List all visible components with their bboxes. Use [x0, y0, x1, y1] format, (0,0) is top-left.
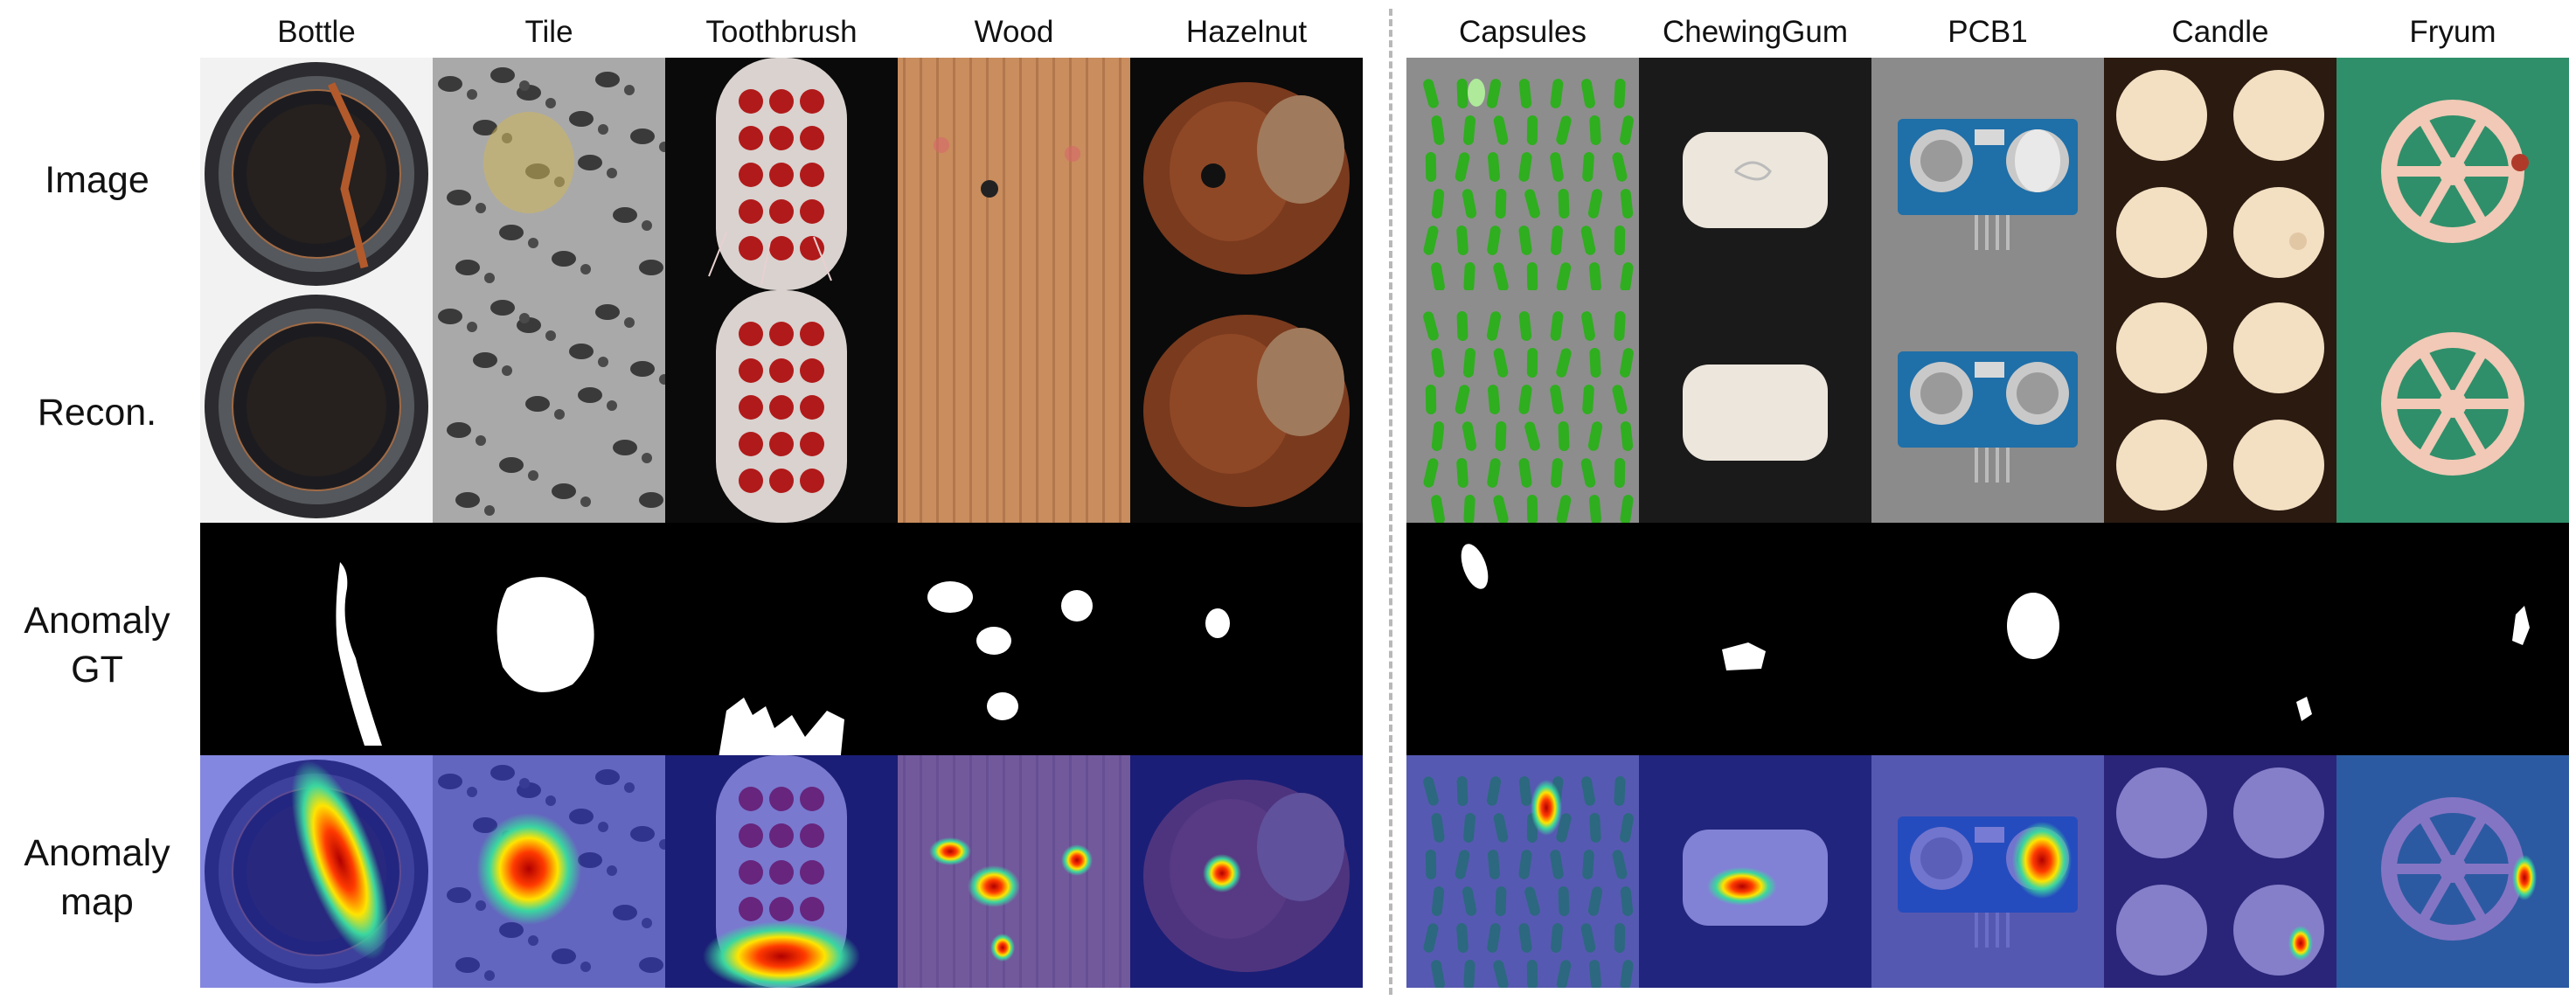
row-label-anomaly-map: Anomaly map	[0, 829, 194, 927]
anomaly-map-pcb1	[1871, 755, 2104, 988]
reconstruction-candle	[2104, 290, 2336, 523]
column-title-capsules: Capsules	[1459, 15, 1587, 49]
anomaly-map-candle	[2104, 755, 2336, 988]
image-candle	[2104, 58, 2336, 290]
column-title-hazelnut: Hazelnut	[1185, 15, 1308, 49]
row-label-line: Anomaly	[24, 832, 170, 874]
reconstruction-wood	[898, 290, 1130, 523]
image-chewinggum	[1639, 58, 1871, 290]
image-toothbrush	[665, 58, 898, 290]
image-pcb1	[1871, 58, 2104, 290]
column-title-bottle: Bottle	[277, 15, 356, 49]
row-label-line: Image	[45, 159, 149, 201]
column-title-chewinggum: ChewingGum	[1662, 15, 1849, 49]
reconstruction-capsules	[1406, 290, 1639, 523]
anomaly-map-hazelnut	[1130, 755, 1363, 988]
reconstruction-tile	[433, 290, 665, 523]
row-label-line: Anomaly	[24, 600, 170, 642]
reconstruction-bottle	[200, 290, 433, 523]
gt-mask-fryum	[2336, 523, 2569, 755]
gt-mask-bottle	[200, 523, 433, 755]
reconstruction-pcb1	[1871, 290, 2104, 523]
column-title-candle: Candle	[2171, 15, 2269, 49]
anomaly-map-toothbrush	[665, 755, 898, 988]
image-wood	[898, 58, 1130, 290]
gt-mask-capsules	[1406, 523, 1639, 755]
column-title-toothbrush: Toothbrush	[705, 15, 858, 49]
column-title-pcb1: PCB1	[1948, 15, 2028, 49]
anomaly-map-wood	[898, 755, 1130, 988]
row-label-line: Recon.	[37, 392, 157, 434]
anomaly-map-tile	[433, 755, 665, 988]
row-label-line: GT	[71, 649, 123, 691]
row-label-anomaly-gt: Anomaly GT	[0, 596, 194, 694]
gt-mask-wood	[898, 523, 1130, 755]
image-hazelnut	[1130, 58, 1363, 290]
gt-mask-hazelnut	[1130, 523, 1363, 755]
anomaly-map-capsules	[1406, 755, 1639, 988]
gt-mask-candle	[2104, 523, 2336, 755]
anomaly-map-bottle	[200, 755, 433, 988]
anomaly-map-chewinggum	[1639, 755, 1871, 988]
image-tile	[433, 58, 665, 290]
column-title-wood: Wood	[974, 15, 1054, 49]
row-label-recon: Recon.	[0, 388, 194, 437]
anomaly-map-fryum	[2336, 755, 2569, 988]
image-bottle	[200, 58, 433, 290]
row-label-image: Image	[0, 156, 194, 205]
reconstruction-toothbrush	[665, 290, 898, 523]
row-label-line: map	[60, 881, 134, 923]
group-divider	[1389, 9, 1392, 995]
gt-mask-tile	[433, 523, 665, 755]
gt-mask-pcb1	[1871, 523, 2104, 755]
image-capsules	[1406, 58, 1639, 290]
reconstruction-fryum	[2336, 290, 2569, 523]
column-title-fryum: Fryum	[2409, 15, 2496, 49]
reconstruction-chewinggum	[1639, 290, 1871, 523]
reconstruction-hazelnut	[1130, 290, 1363, 523]
image-fryum	[2336, 58, 2569, 290]
column-title-tile: Tile	[524, 15, 573, 49]
gt-mask-chewinggum	[1639, 523, 1871, 755]
gt-mask-toothbrush	[665, 523, 898, 755]
